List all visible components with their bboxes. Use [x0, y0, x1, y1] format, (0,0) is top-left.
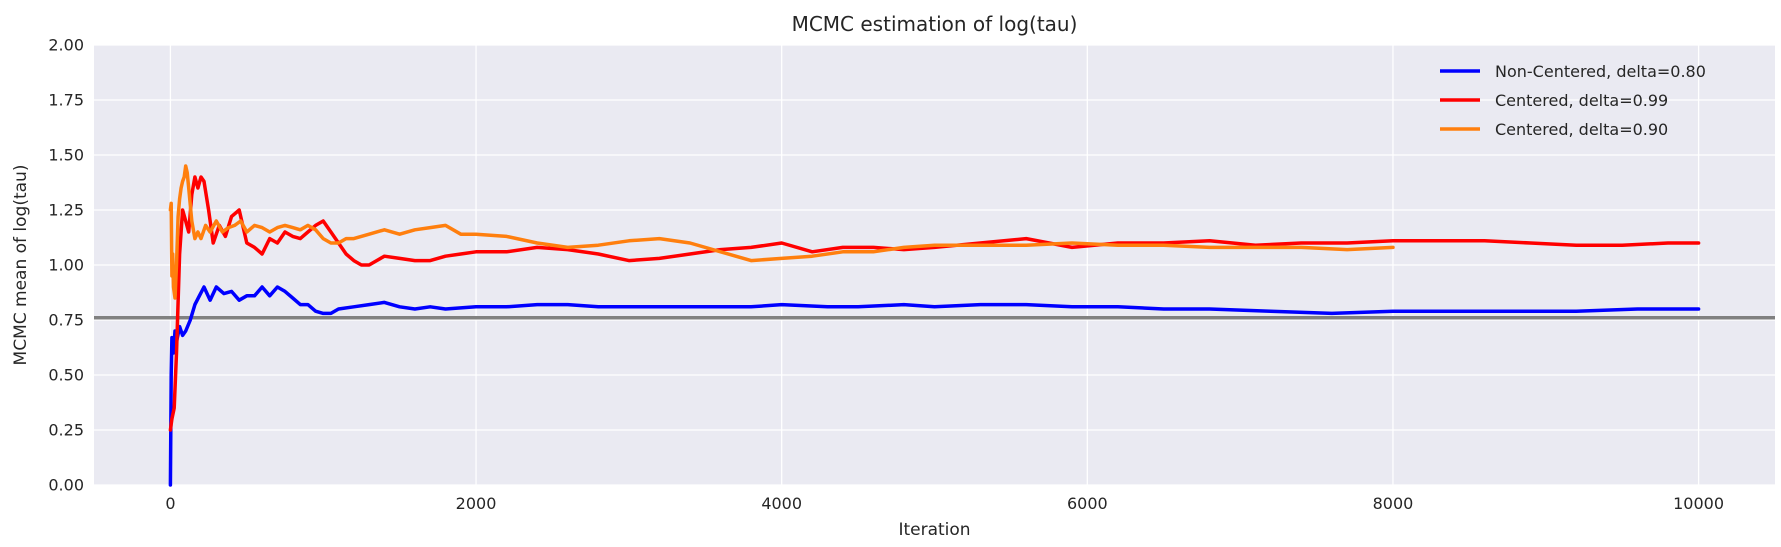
legend-label: Centered, delta=0.90: [1495, 120, 1668, 139]
x-tick-label: 4000: [761, 494, 802, 513]
x-tick-labels: 0 2000 4000 6000 8000 10000: [165, 494, 1724, 513]
series-line-centered-delta-0-90: [168, 164, 1395, 300]
legend-label: Centered, delta=0.99: [1495, 91, 1668, 110]
y-tick-label: 0.75: [48, 311, 84, 330]
series-layer: [168, 164, 1701, 487]
y-tick-labels: 0.00 0.25 0.50 0.75 1.00 1.25 1.50 1.75 2.00: [48, 36, 84, 495]
chart-title: MCMC estimation of log(tau): [792, 12, 1078, 36]
x-tick-label: 10000: [1673, 494, 1724, 513]
x-tick-label: 2000: [456, 494, 497, 513]
legend-label: Non-Centered, delta=0.80: [1495, 62, 1706, 81]
y-axis-label: MCMC mean of log(tau): [11, 165, 31, 366]
series-line-centered-delta-0-99: [168, 175, 1701, 432]
x-tick-label: 8000: [1373, 494, 1414, 513]
y-tick-label: 2.00: [48, 36, 84, 55]
x-tick-label: 0: [165, 494, 175, 513]
x-axis-label: Iteration: [898, 520, 970, 540]
legend: Non-Centered, delta=0.80 Centered, delta=…: [1440, 62, 1706, 139]
grid: [94, 44, 1775, 486]
y-tick-label: 0.25: [48, 421, 84, 440]
y-tick-label: 1.25: [48, 201, 84, 220]
y-tick-label: 0.00: [48, 476, 84, 495]
y-tick-label: 1.50: [48, 146, 84, 165]
x-tick-label: 6000: [1067, 494, 1108, 513]
y-tick-label: 1.00: [48, 256, 84, 275]
y-tick-label: 1.75: [48, 91, 84, 110]
series-line-non-centered-delta-0-80: [168, 285, 1701, 487]
y-tick-label: 0.50: [48, 366, 84, 385]
